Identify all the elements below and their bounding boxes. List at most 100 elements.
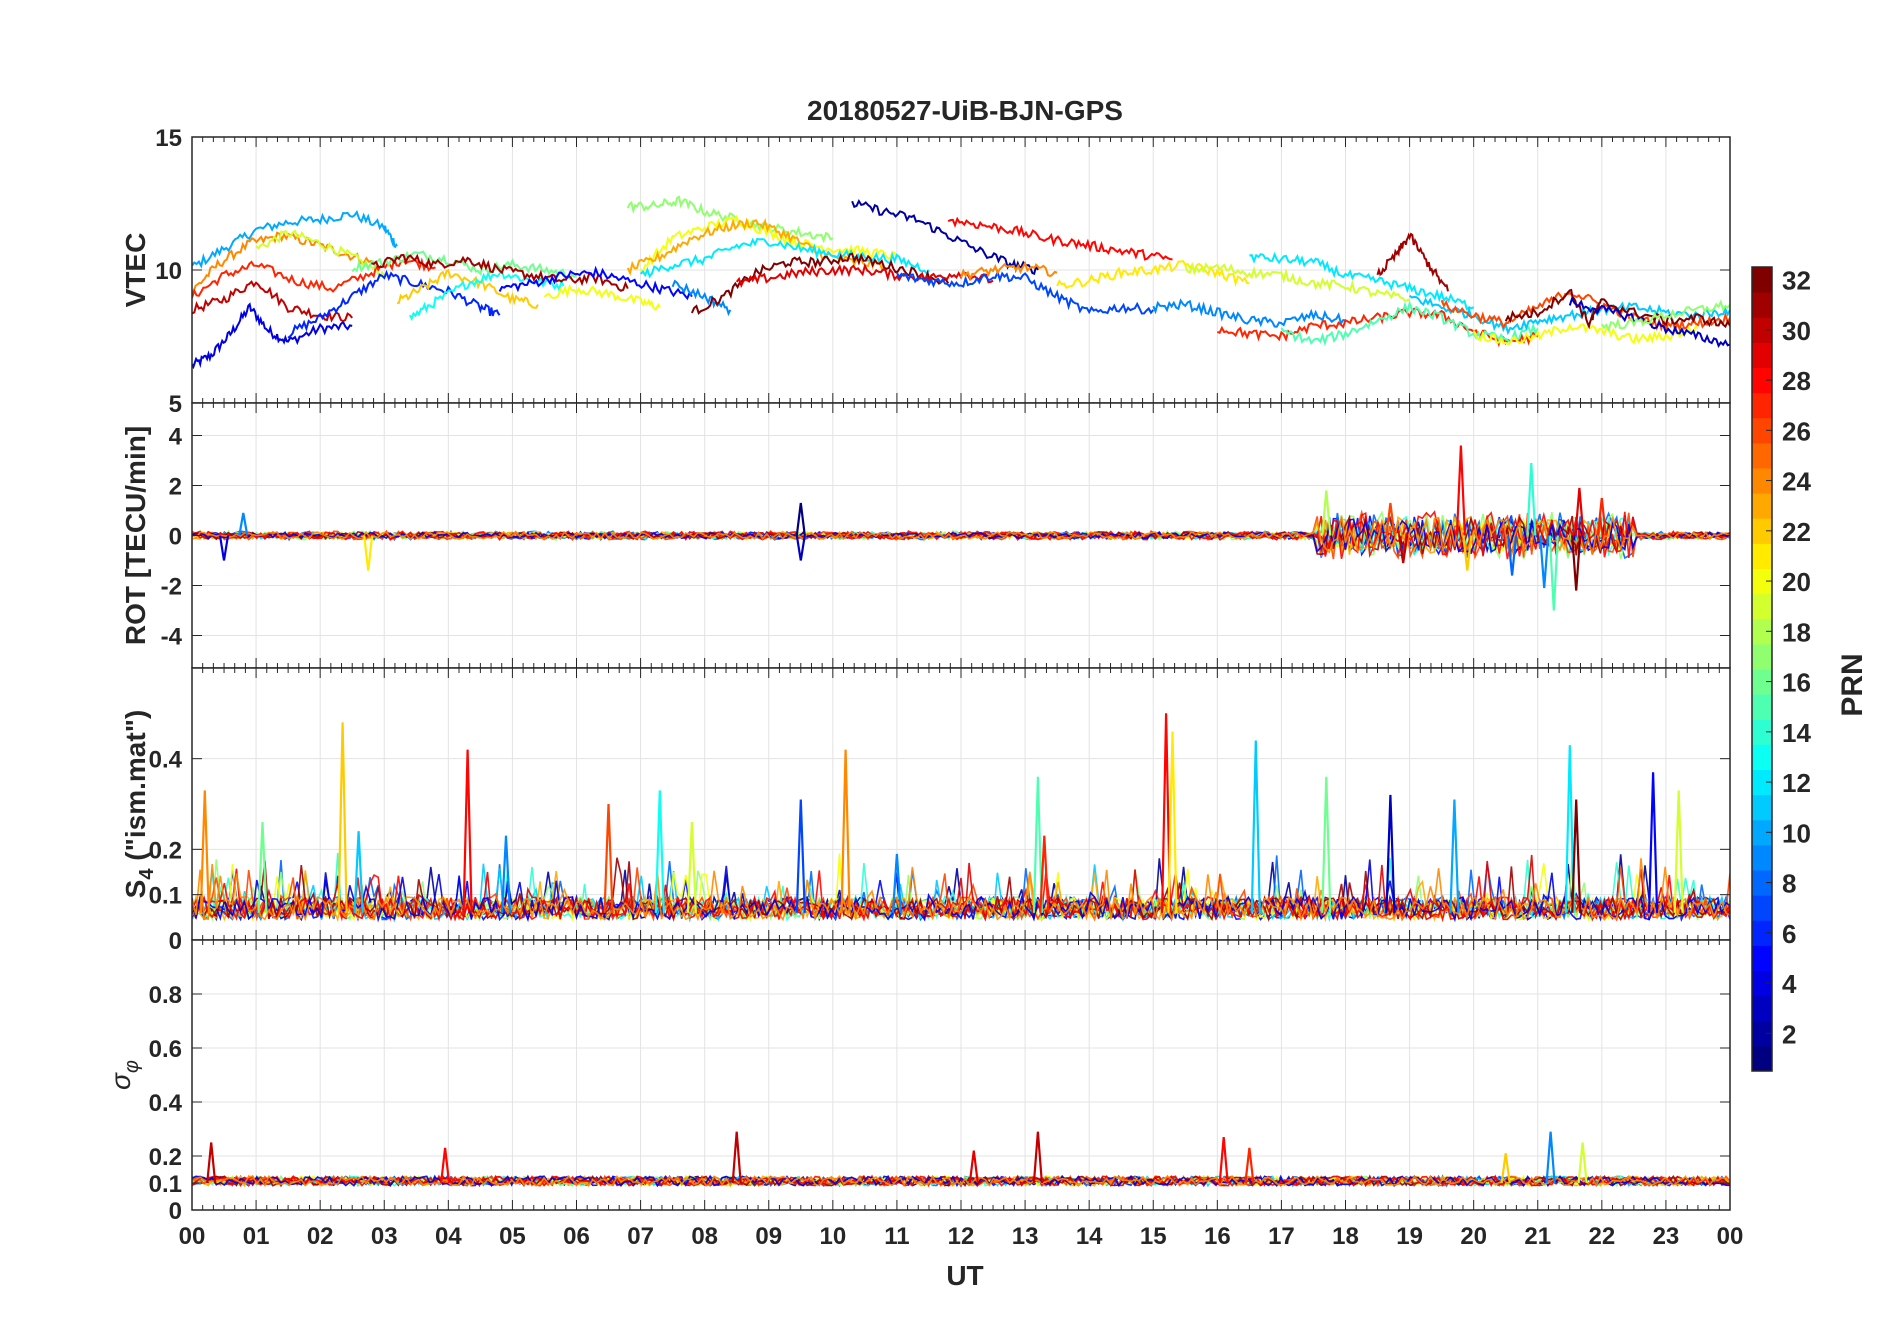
y-axis-label-main: σ	[105, 1072, 136, 1090]
spike-prn-8	[1507, 535, 1518, 576]
colorbar-tick-label: 6	[1782, 919, 1796, 949]
spike-prn-16	[1321, 776, 1332, 913]
panel-ticks	[191, 403, 1731, 668]
series-line-prn-9	[1152, 298, 1346, 328]
spike-prn-29	[968, 1150, 979, 1184]
colorbar-tick-label: 26	[1782, 416, 1811, 446]
colorbar-segment	[1752, 417, 1772, 444]
y-tick-label: 0.1	[149, 1171, 182, 1198]
x-tick-label: 06	[563, 1223, 590, 1250]
spike-prn-3	[795, 535, 806, 561]
series-line-prn-24	[192, 231, 379, 293]
spike-prn-30	[1398, 535, 1409, 564]
x-tick-label: 00	[1717, 1223, 1744, 1250]
y-tick-label: 0.4	[149, 1090, 183, 1117]
colorbar-segment	[1752, 292, 1772, 318]
spike-prn-10	[1449, 799, 1460, 913]
x-tick-label: 01	[243, 1223, 270, 1250]
series-trace-prn-26	[192, 866, 1730, 922]
y-tick-label: 0.8	[149, 982, 182, 1009]
series-line-prn-27	[192, 255, 436, 299]
x-tick-label: 05	[499, 1223, 526, 1250]
colorbar-tick-label: 16	[1782, 668, 1811, 698]
series-line-prn-29	[735, 262, 994, 288]
colorbar-segment	[1752, 593, 1772, 620]
series-line-prn-5	[498, 265, 693, 301]
colorbar-segment	[1752, 1020, 1772, 1047]
spike-prn-28	[1218, 1137, 1229, 1184]
colorbar-tick-label: 32	[1782, 266, 1811, 296]
series-line-prn-24	[960, 260, 1058, 282]
colorbar-segment	[1752, 392, 1772, 419]
y-tick-label: 15	[155, 125, 182, 152]
data-group	[192, 1131, 1730, 1188]
series-trace-prn-4	[192, 516, 1730, 554]
y-tick-label: 2	[169, 474, 182, 501]
spike-prn-22	[337, 722, 348, 913]
series-line-prn-32	[1504, 288, 1730, 330]
spike-prn-19	[1673, 790, 1684, 913]
y-tick-label: 10	[155, 258, 182, 285]
colorbar-segment	[1752, 945, 1772, 971]
y-axis-label-rest: ("ism.mat")	[120, 710, 151, 869]
series-line-prn-7	[896, 269, 1155, 315]
colorbar-segment	[1752, 367, 1772, 394]
spike-prn-32	[1571, 535, 1582, 591]
y-tick-label: 4	[169, 424, 183, 451]
panel-2: -4 -2 0 2 4 ROT [TECU/min]	[120, 402, 1731, 669]
spike-prn-9	[1545, 1131, 1556, 1184]
spike-prn-27	[1039, 835, 1050, 913]
series-line-prn-31	[1376, 232, 1449, 292]
series-line-prn-12	[639, 237, 930, 279]
colorbar-tick-label: 18	[1782, 617, 1811, 647]
colorbar-segment	[1752, 920, 1772, 946]
x-tick-label: 12	[948, 1223, 975, 1250]
x-tick-label: 10	[819, 1223, 846, 1250]
x-tick-label: 15	[1140, 1223, 1167, 1250]
x-axis-label: UT	[946, 1260, 983, 1291]
spike-prn-30	[1032, 1131, 1043, 1184]
spike-prn-15	[1032, 776, 1043, 913]
x-tick-label: 02	[307, 1223, 334, 1250]
spike-prn-29	[1574, 487, 1585, 536]
spike-prn-7	[795, 799, 806, 913]
colorbar-tick-label: 22	[1782, 517, 1811, 547]
panel-3: 00.10.20.4S4 ("ism.mat")	[120, 667, 1731, 955]
colorbar-segment	[1752, 769, 1772, 796]
spike-prn-11	[353, 831, 364, 913]
y-axis-label: σφ	[105, 1060, 143, 1090]
colorbar-tick-label: 8	[1782, 869, 1796, 899]
colorbar-tick-label: 20	[1782, 567, 1811, 597]
colorbar-tick-label: 30	[1782, 316, 1811, 346]
x-tick-label: 07	[627, 1223, 654, 1250]
x-tick-label: 14	[1076, 1223, 1103, 1250]
spike-prn-15	[1548, 535, 1559, 611]
series-line-prn-17	[1600, 299, 1730, 333]
series-line-prn-20	[543, 283, 661, 312]
spike-prn-27	[1244, 1147, 1255, 1184]
y-tick-label: 0.2	[149, 837, 182, 864]
series-line-prn-32	[690, 252, 950, 315]
y-axis-label-sub: 4	[136, 868, 158, 880]
spike-prn-9	[500, 835, 512, 913]
colorbar-segment	[1752, 543, 1772, 569]
series-trace-prn-26	[192, 509, 1730, 560]
spike-prn-12	[1564, 745, 1575, 913]
colorbar-segment	[1752, 342, 1772, 368]
series-trace-prn-4	[192, 859, 1730, 923]
y-axis-label: S4 ("ism.mat")	[120, 710, 158, 899]
series-line-prn-30	[192, 280, 353, 323]
series-line-prn-20	[1472, 322, 1699, 346]
spike-prn-28	[1455, 445, 1466, 536]
colorbar-tick-label: 2	[1782, 1019, 1796, 1049]
series-line-prn-28	[947, 216, 1173, 261]
colorbar-tick-label: 4	[1782, 969, 1797, 999]
spike-prn-28	[1161, 713, 1172, 913]
y-axis-label-main: S	[120, 880, 151, 899]
colorbar-segment	[1752, 669, 1772, 695]
spike-prn-19	[686, 822, 697, 913]
data-group	[192, 713, 1730, 923]
spike-prn-5	[1648, 772, 1659, 913]
